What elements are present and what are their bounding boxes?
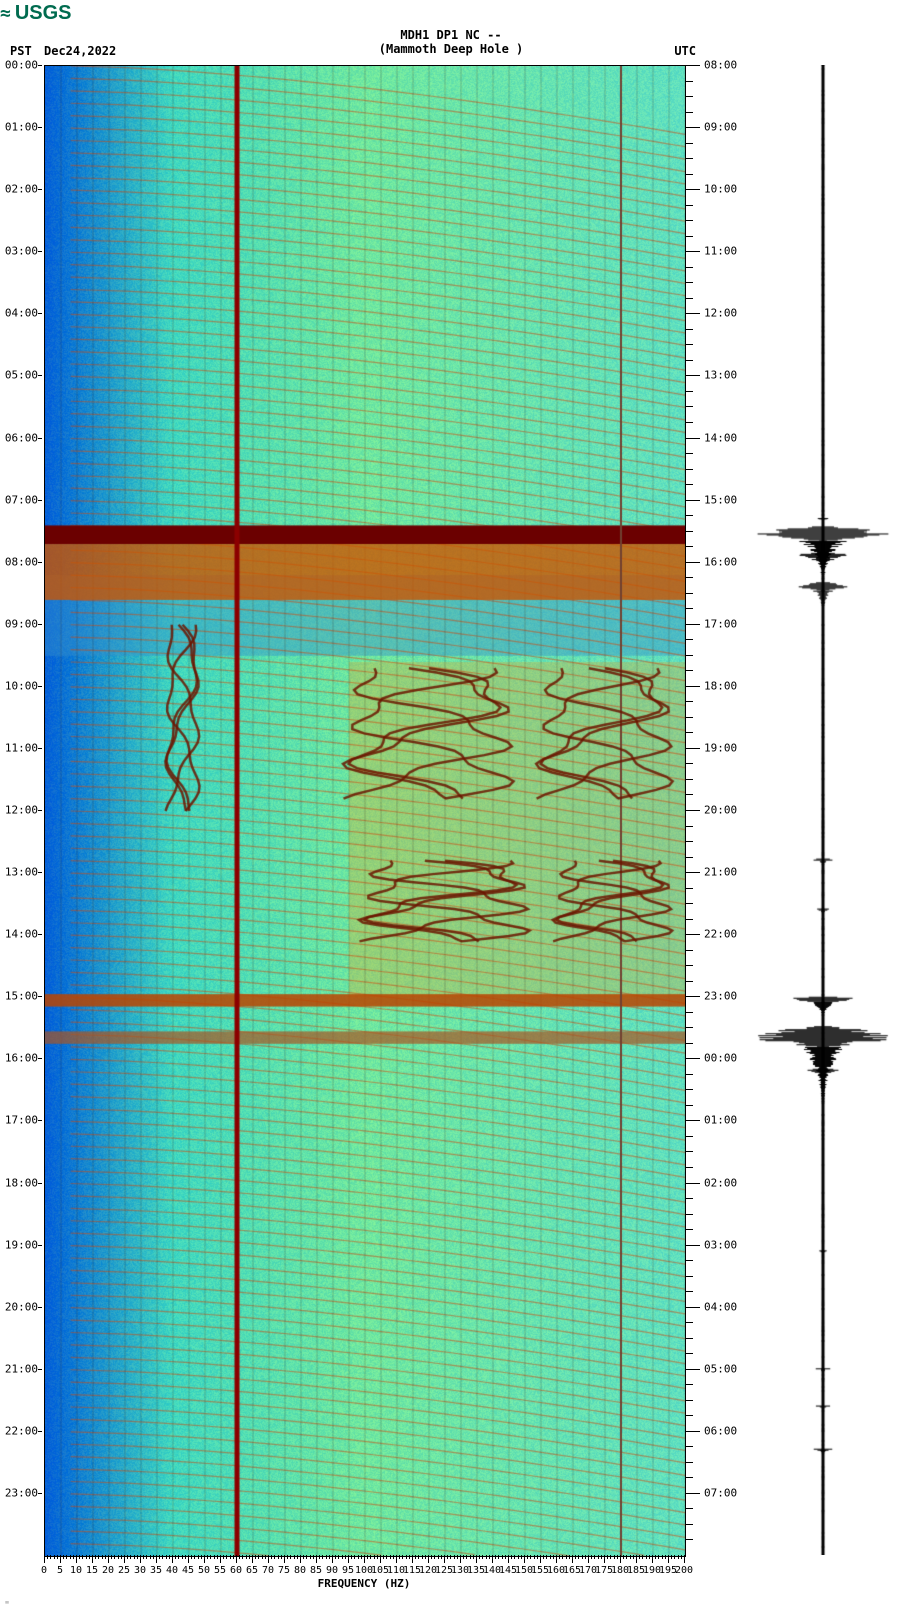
y-left-tick-label: 19:00 (5, 1238, 38, 1251)
y-right-tick-label: 18:00 (704, 679, 737, 692)
y-right-tick-label: 23:00 (704, 990, 737, 1003)
x-tick-label: 70 (262, 1565, 274, 1576)
y-left-tick-label: 16:00 (5, 1052, 38, 1065)
waveform-canvas (748, 65, 898, 1555)
y-right-tick-label: 14:00 (704, 431, 737, 444)
y-left-tick-label: 00:00 (5, 59, 38, 72)
y-right-tick-label: 20:00 (704, 804, 737, 817)
y-left-tick-label: 20:00 (5, 1300, 38, 1313)
x-tick-label: 60 (230, 1565, 242, 1576)
x-tick-label: 90 (326, 1565, 338, 1576)
y-right-tick-label: 00:00 (704, 1052, 737, 1065)
y-left-tick-label: 18:00 (5, 1176, 38, 1189)
logo-text: USGS (15, 2, 72, 25)
x-tick-label: 20 (102, 1565, 114, 1576)
x-axis-label: FREQUENCY (HZ) (318, 1577, 411, 1590)
x-tick-label: 80 (294, 1565, 306, 1576)
y-left-tick-label: 07:00 (5, 493, 38, 506)
x-tick-label: 65 (246, 1565, 258, 1576)
y-right-tick-label: 01:00 (704, 1114, 737, 1127)
y-left-tick-label: 04:00 (5, 307, 38, 320)
y-right-tick-label: 06:00 (704, 1424, 737, 1437)
y-left-tick-label: 06:00 (5, 431, 38, 444)
x-tick-label: 35 (150, 1565, 162, 1576)
y-left-tick-label: 08:00 (5, 555, 38, 568)
date-label: Dec24,2022 (44, 44, 116, 58)
title-line-2: (Mammoth Deep Hole ) (0, 42, 902, 56)
y-axis-right: 08:0009:0010:0011:0012:0013:0014:0015:00… (686, 65, 742, 1555)
x-tick-label: 5 (57, 1565, 63, 1576)
y-right-tick-label: 22:00 (704, 928, 737, 941)
x-tick-label: 45 (182, 1565, 194, 1576)
header: ≈ USGS MDH1 DP1 NC -- (Mammoth Deep Hole… (0, 0, 902, 65)
y-left-tick-label: 17:00 (5, 1114, 38, 1127)
y-right-tick-label: 08:00 (704, 59, 737, 72)
y-right-tick-label: 07:00 (704, 1486, 737, 1499)
y-left-tick-label: 23:00 (5, 1486, 38, 1499)
y-right-tick-label: 12:00 (704, 307, 737, 320)
x-tick-label: 200 (675, 1565, 693, 1576)
y-left-tick-label: 09:00 (5, 617, 38, 630)
y-right-tick-label: 10:00 (704, 183, 737, 196)
x-tick-label: 75 (278, 1565, 290, 1576)
y-right-tick-label: 02:00 (704, 1176, 737, 1189)
y-axis-left: 00:0001:0002:0003:0004:0005:0006:0007:00… (0, 65, 42, 1555)
y-right-tick-label: 05:00 (704, 1362, 737, 1375)
usgs-logo: ≈ USGS (0, 2, 72, 25)
x-tick-label: 0 (41, 1565, 47, 1576)
y-right-tick-label: 04:00 (704, 1300, 737, 1313)
y-left-tick-label: 11:00 (5, 741, 38, 754)
y-right-tick-label: 03:00 (704, 1238, 737, 1251)
x-tick-label: 30 (134, 1565, 146, 1576)
x-tick-label: 50 (198, 1565, 210, 1576)
y-left-tick-label: 02:00 (5, 183, 38, 196)
y-left-tick-label: 01:00 (5, 121, 38, 134)
footer-mark: " (4, 1600, 10, 1611)
x-tick-label: 40 (166, 1565, 178, 1576)
title-block: MDH1 DP1 NC -- (Mammoth Deep Hole ) (0, 28, 902, 56)
y-right-tick-label: 19:00 (704, 741, 737, 754)
title-line-1: MDH1 DP1 NC -- (0, 28, 902, 42)
x-axis: FREQUENCY (HZ) 0510152025303540455055606… (44, 1555, 684, 1585)
y-left-tick-label: 14:00 (5, 928, 38, 941)
y-left-tick-label: 03:00 (5, 245, 38, 258)
x-tick-label: 15 (86, 1565, 98, 1576)
x-tick-label: 55 (214, 1565, 226, 1576)
waveform (748, 65, 898, 1555)
x-tick-label: 25 (118, 1565, 130, 1576)
x-tick-label: 95 (342, 1565, 354, 1576)
y-right-tick-label: 11:00 (704, 245, 737, 258)
y-left-tick-label: 22:00 (5, 1424, 38, 1437)
y-left-tick-label: 05:00 (5, 369, 38, 382)
spectrogram (44, 65, 686, 1557)
y-left-tick-label: 21:00 (5, 1362, 38, 1375)
spectrogram-canvas (45, 66, 685, 1556)
y-left-tick-label: 12:00 (5, 804, 38, 817)
y-right-tick-label: 21:00 (704, 866, 737, 879)
y-left-tick-label: 15:00 (5, 990, 38, 1003)
y-right-tick-label: 17:00 (704, 617, 737, 630)
y-left-tick-label: 13:00 (5, 866, 38, 879)
timezone-right-label: UTC (674, 44, 696, 58)
x-tick-label: 10 (70, 1565, 82, 1576)
main-plot-area: 00:00 01:00 02:00 03:00 04:00 05:00 06:00 07:00… (0, 65, 902, 1585)
timezone-left-label: PST (10, 44, 32, 58)
y-right-tick-label: 13:00 (704, 369, 737, 382)
y-right-tick-label: 16:00 (704, 555, 737, 568)
y-right-tick-label: 15:00 (704, 493, 737, 506)
logo-wave-icon: ≈ (0, 3, 11, 24)
y-left-tick-label: 10:00 (5, 679, 38, 692)
y-right-tick-label: 09:00 (704, 121, 737, 134)
x-tick-label: 85 (310, 1565, 322, 1576)
